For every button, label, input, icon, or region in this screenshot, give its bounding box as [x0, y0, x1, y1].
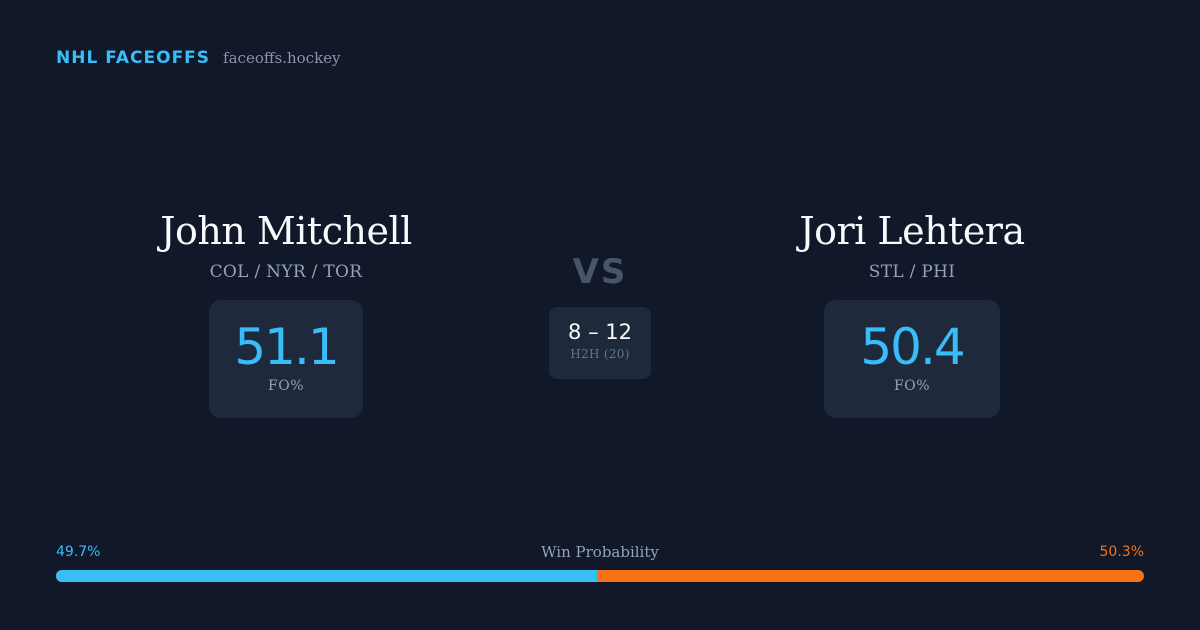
win-probability-bar-left: [56, 570, 597, 582]
win-probability-title: Win Probability: [541, 543, 659, 561]
faceoff-percentage: 51.1: [234, 318, 339, 376]
player-teams: COL / NYR / TOR: [209, 262, 363, 282]
faceoff-stat-card: 51.1 FO%: [209, 300, 363, 418]
player-name: Jori Lehtera: [799, 209, 1025, 253]
faceoff-stat-card: 50.4 FO%: [824, 300, 1000, 418]
head-to-head-card: 8 – 12 H2H (20): [549, 307, 651, 379]
stat-label: FO%: [268, 378, 304, 394]
brand: NHL FACEOFFS faceoffs.hockey: [56, 48, 341, 68]
player-card-right: Jori Lehtera STL / PHI 50.4 FO%: [762, 206, 1062, 418]
player-card-left: John Mitchell COL / NYR / TOR 51.1 FO%: [136, 206, 436, 418]
win-probability-left: 49.7%: [56, 544, 101, 560]
player-teams: STL / PHI: [868, 262, 956, 282]
h2h-label: H2H (20): [570, 347, 630, 361]
h2h-score: 8 – 12: [568, 320, 632, 344]
brand-url: faceoffs.hockey: [223, 49, 341, 67]
brand-name: NHL FACEOFFS: [56, 48, 211, 68]
versus-label: VS: [572, 252, 628, 292]
win-probability-bar: [56, 570, 1144, 582]
player-name: John Mitchell: [160, 209, 412, 253]
faceoff-percentage: 50.4: [860, 318, 965, 376]
win-probability-right: 50.3%: [1099, 544, 1144, 560]
stat-label: FO%: [894, 378, 930, 394]
